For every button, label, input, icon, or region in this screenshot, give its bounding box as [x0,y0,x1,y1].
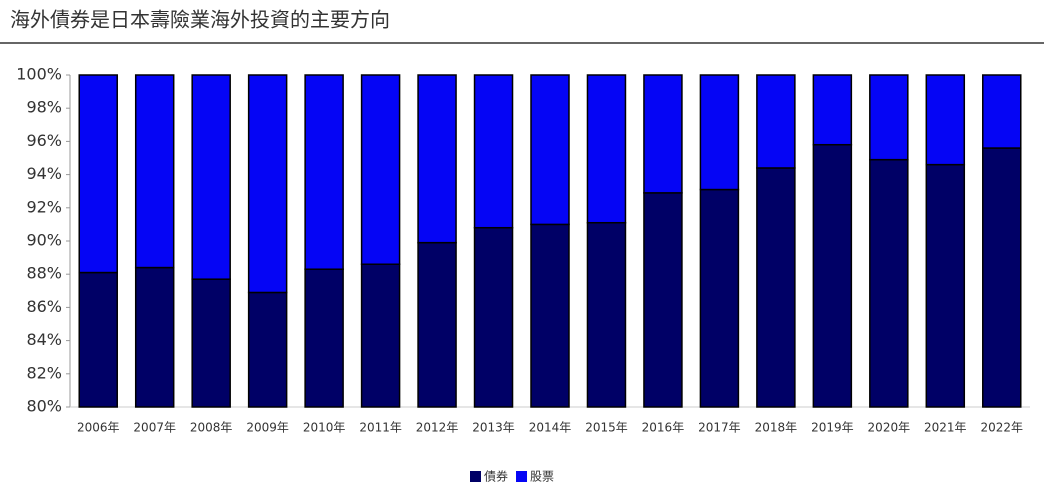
bar-segment [643,74,683,194]
bar-segment [191,278,231,408]
bar-segment [78,271,118,408]
bar-segment [360,263,401,408]
bar-segment [530,223,570,408]
x-tick-label: 2020年 [868,421,911,435]
bar-segment [473,74,514,229]
bar-segment [78,74,118,274]
y-tick-label: 84% [26,330,62,349]
bar-segment [869,74,909,161]
x-tick-label: 2018年 [755,421,798,435]
bar-segment [756,167,796,408]
bar-segment [586,221,627,408]
bar-segment [191,74,231,280]
bar-segment [473,226,514,408]
legend-label: 股票 [530,470,554,484]
x-tick-label: 2017年 [698,421,741,435]
bar-segment [417,74,457,244]
x-tick-label: 2009年 [246,421,289,435]
x-tick-label: 2014年 [529,421,572,435]
x-tick-label: 2006年 [77,421,120,435]
y-tick-label: 88% [26,264,62,283]
y-tick-label: 90% [26,231,62,250]
bar-segment [247,74,288,294]
x-tick-label: 2013年 [472,421,515,435]
x-tick-label: 2015年 [585,421,628,435]
bar-segment [530,74,570,226]
bar-segment [643,192,683,408]
bar-segment [134,266,175,408]
x-tick-label: 2019年 [811,421,854,435]
bar-segment [812,74,853,146]
x-tick-label: 2021年 [924,421,967,435]
x-tick-label: 2008年 [190,421,233,435]
y-tick-label: 98% [26,98,62,117]
bar-segment [925,74,966,166]
bar-segment [247,291,288,408]
y-tick-label: 96% [26,131,62,150]
bar-segment [925,163,966,408]
x-tick-label: 2016年 [642,421,685,435]
bar-segment [699,74,740,191]
x-tick-label: 2011年 [359,421,402,435]
bar-segment [869,158,909,408]
bar-segment [982,147,1022,408]
chart-title: 海外債券是日本壽險業海外投資的主要方向 [10,8,390,32]
y-tick-label: 92% [26,197,62,216]
x-tick-label: 2022年 [980,421,1023,435]
bar-segment [586,74,627,224]
bar-segment [134,74,175,269]
x-tick-label: 2010年 [303,421,346,435]
bar-segment [304,268,344,408]
legend-swatch [516,471,528,482]
x-tick-label: 2012年 [416,421,459,435]
y-tick-label: 82% [26,363,62,382]
legend-swatch [470,471,481,482]
x-tick-label: 2007年 [133,421,176,435]
y-tick-label: 80% [26,397,62,416]
bar-segment [360,74,401,265]
bar-segment [982,74,1022,149]
y-tick-label: 100% [16,65,62,84]
bar-segment [812,143,853,408]
bar-segment [756,74,796,169]
bar-segment [699,188,740,408]
y-tick-label: 94% [26,164,62,183]
bar-segment [417,241,457,408]
y-tick-label: 86% [26,297,62,316]
bar-segment [304,74,344,270]
legend-label: 債券 [484,469,508,484]
